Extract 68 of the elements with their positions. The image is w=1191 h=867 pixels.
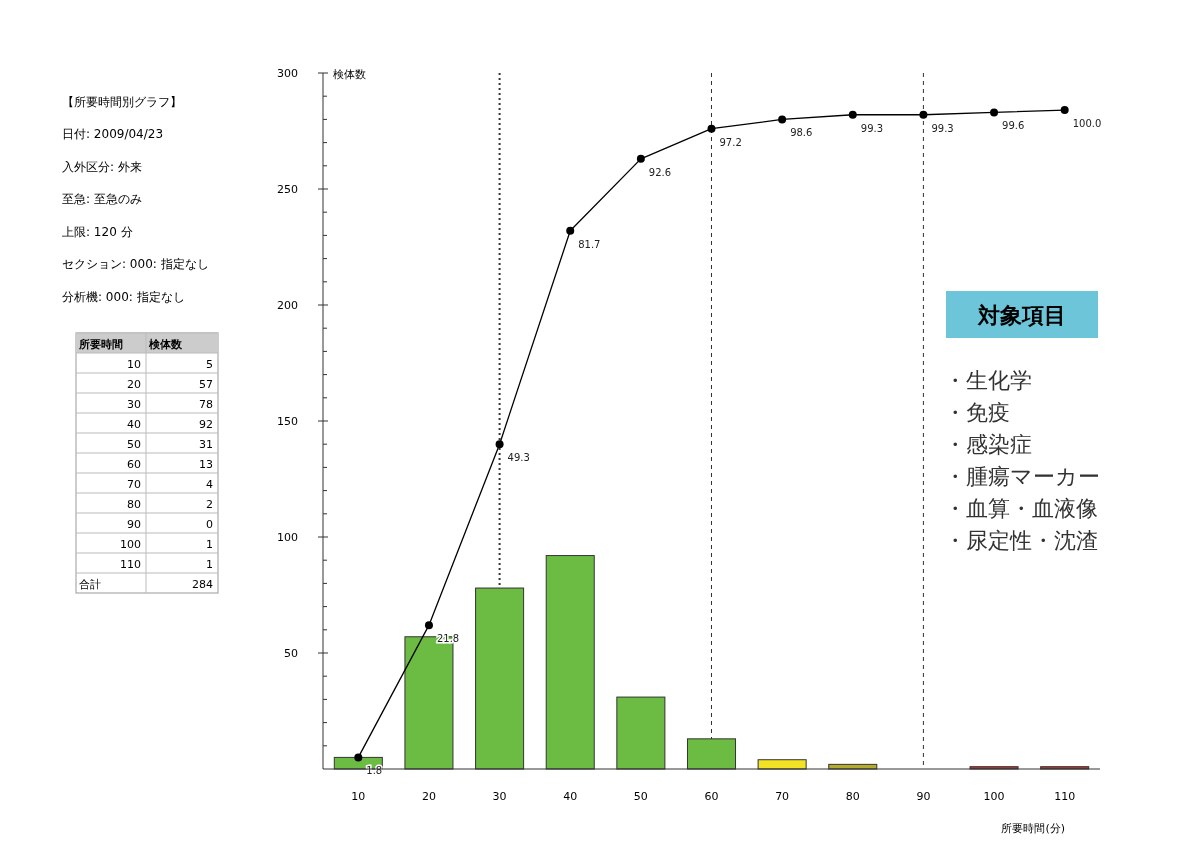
annotation: 100.0 xyxy=(1072,118,1102,130)
text: 284 xyxy=(192,578,213,591)
text: 日付: 2009/04/23 xyxy=(62,127,164,141)
x-tick-label: 60 xyxy=(704,790,719,803)
annotation: 49.3 xyxy=(507,452,530,464)
y-tick-label: 300 xyxy=(277,67,298,80)
annotation: 99.3 xyxy=(860,122,884,134)
text: 入外区分: 外来 xyxy=(62,159,142,174)
text: セクション: 000: 指定なし xyxy=(62,257,209,271)
y-tick-label: 200 xyxy=(277,299,298,312)
category-label: 30 xyxy=(127,398,141,411)
category-label: 110 xyxy=(120,558,141,571)
x-axis-title: 所要時間(分) xyxy=(1001,822,1065,835)
annotation: 97.2 xyxy=(719,136,742,148)
category-label: 60 xyxy=(127,458,141,471)
annotation: ・感染症 xyxy=(944,432,1032,457)
text: 【所要時間別グラフ】 xyxy=(62,95,182,109)
annotation: ・尿定性・沈渣 xyxy=(944,528,1098,553)
annotation: 99.3 xyxy=(931,122,954,134)
x-tick-label: 80 xyxy=(845,790,860,803)
x-tick-label: 40 xyxy=(563,790,578,803)
text: 所要時間 xyxy=(78,338,123,351)
annotation: ・免疫 xyxy=(944,400,1010,425)
x-tick-label: 10 xyxy=(351,790,366,803)
text: 78 xyxy=(199,398,213,411)
category-label: 100 xyxy=(120,538,141,551)
text: 2 xyxy=(206,498,213,511)
text: 分析機: 000: 指定なし xyxy=(62,289,185,304)
annotation: ・腫瘍マーカー xyxy=(944,464,1100,489)
text: 31 xyxy=(199,438,213,451)
x-tick-label: 30 xyxy=(492,790,507,803)
category-label: 40 xyxy=(127,418,141,431)
text: 1 xyxy=(206,538,213,551)
text: 1 xyxy=(206,558,213,571)
category-label: 50 xyxy=(127,438,141,451)
text: 0 xyxy=(206,518,213,531)
x-tick-label: 90 xyxy=(916,790,931,803)
category-label: 20 xyxy=(127,378,141,391)
annotation: 92.6 xyxy=(648,166,672,178)
text: 上限: 120 分 xyxy=(62,224,133,239)
x-tick-label: 20 xyxy=(421,790,436,803)
annotation: 98.6 xyxy=(790,127,813,139)
text: 4 xyxy=(206,478,213,491)
category-label: 70 xyxy=(127,478,141,491)
category-label: 90 xyxy=(127,518,141,531)
category-label: 80 xyxy=(127,498,141,511)
text: 57 xyxy=(199,378,213,391)
y-tick-label: 50 xyxy=(284,647,298,660)
y-tick-label: 100 xyxy=(277,531,298,544)
y-tick-label: 150 xyxy=(277,415,298,428)
y-tick-label: 250 xyxy=(277,183,298,196)
text: 5 xyxy=(206,358,213,371)
text: 92 xyxy=(199,418,213,431)
text: 合計 xyxy=(79,578,101,591)
annotation: ・生化学 xyxy=(944,368,1032,393)
x-tick-label: 110 xyxy=(1054,790,1076,803)
annotation: 対象項目 xyxy=(977,303,1066,328)
annotation: ・血算・血液像 xyxy=(944,496,1098,521)
x-tick-label: 100 xyxy=(983,790,1005,803)
x-tick-label: 50 xyxy=(633,790,648,803)
text: 13 xyxy=(199,458,213,471)
y-axis-title: 検体数 xyxy=(333,68,366,81)
category-label: 10 xyxy=(127,358,141,371)
x-tick-label: 70 xyxy=(775,790,790,803)
text: 至急: 至急のみ xyxy=(62,192,142,206)
text: 検体数 xyxy=(148,338,183,351)
annotation: 81.7 xyxy=(578,238,601,250)
annotation: 99.6 xyxy=(1002,120,1025,132)
